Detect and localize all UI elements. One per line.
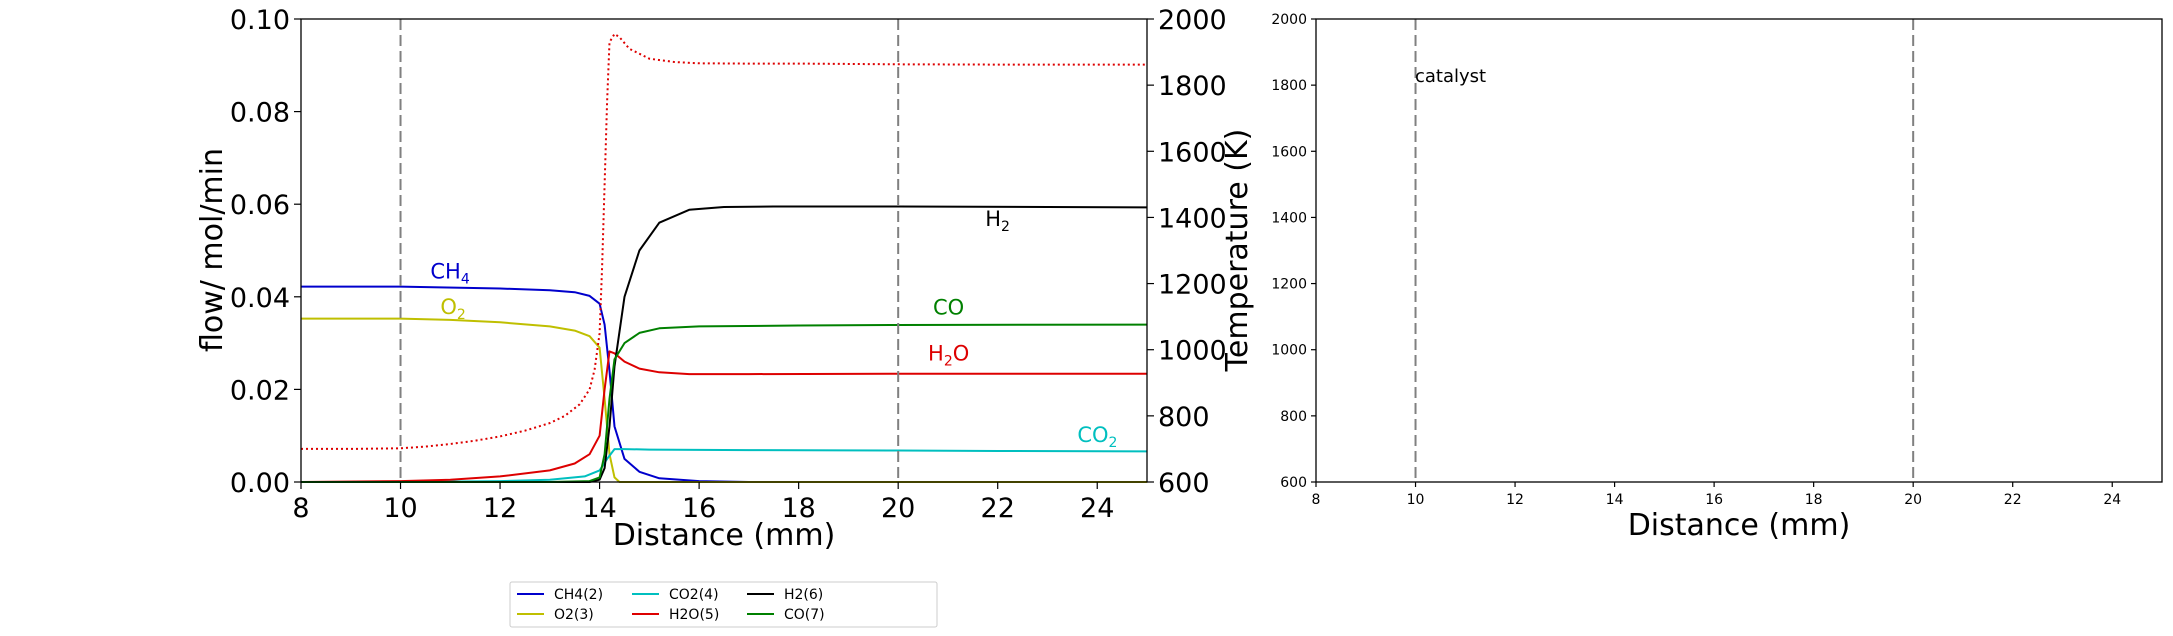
x-tick-label: 10 — [383, 493, 417, 524]
right-catalyst-lines — [1414, 19, 1915, 482]
right-x-axis-label: Distance (mm) — [1628, 508, 1851, 543]
legend-label: CH4(2) — [554, 587, 603, 603]
legend: CH4(2) O2(3) CO2(4) H2O(5) H2(6) CO(7) — [509, 581, 938, 628]
left-x-axis-label: Distance (mm) — [613, 518, 836, 553]
y-tick-label: 0.08 — [230, 98, 290, 129]
left-species-annotations: CH4 O2 H2 CO H2O CO2 — [430, 207, 1117, 451]
y2-tick-label: 1000 — [1158, 336, 1227, 367]
legend-box — [509, 581, 938, 628]
y-tick-label: 0.02 — [230, 375, 290, 406]
x-tick-label: 18 — [1805, 492, 1823, 508]
legend-item-ch4-2: CH4(2) — [517, 587, 603, 603]
y-tick-label: 0.06 — [230, 190, 290, 221]
y-tick-label: 1000 — [1271, 343, 1307, 359]
series-line-co2-4 — [301, 448, 1148, 483]
x-tick-label: 22 — [2004, 492, 2022, 508]
catalyst-temperature-chart: 8 10 12 14 16 18 20 22 24 600 800 1000 1200 1400 1600… — [1271, 12, 2163, 543]
y-tick-label: 1800 — [1271, 78, 1307, 94]
x-tick-label: 20 — [1904, 492, 1922, 508]
y2-tick-label: 800 — [1158, 402, 1210, 433]
left-y-ticks: 0.00 0.02 0.04 0.06 0.08 0.10 — [230, 5, 301, 499]
right-plot-frame — [1315, 18, 2163, 483]
y2-tick-label: 600 — [1158, 468, 1210, 499]
series-line-o2-3 — [301, 317, 1147, 483]
x-tick-label: 14 — [582, 493, 616, 524]
left-x-ticks: 8 10 12 14 16 18 20 22 24 — [292, 482, 1114, 524]
x-tick-label: 18 — [781, 493, 815, 524]
x-tick-label: 20 — [881, 493, 915, 524]
x-tick-label: 14 — [1606, 492, 1624, 508]
x-tick-label: 16 — [1705, 492, 1723, 508]
right-y-axis-label: Temperature (K) — [1220, 129, 1255, 373]
y-tick-label: 1400 — [1271, 210, 1307, 226]
right-x-ticks: 8 10 12 14 16 18 20 22 24 — [1312, 482, 2121, 508]
y-tick-label: 1600 — [1271, 144, 1307, 160]
x-tick-label: 16 — [682, 493, 716, 524]
annotation-ch4: CH4 — [430, 259, 469, 287]
left-catalyst-lines — [399, 19, 900, 482]
x-tick-label: 8 — [1312, 492, 1321, 508]
y-tick-label: 0.00 — [230, 468, 290, 499]
legend-item-h2-6: H2(6) — [747, 587, 823, 603]
legend-items: CH4(2) O2(3) CO2(4) H2O(5) H2(6) CO(7) — [517, 587, 825, 623]
flow-temperature-chart: 8 10 12 14 16 18 20 22 24 0.000.020.040.060.080.… — [195, 5, 1255, 553]
x-tick-label: 12 — [1506, 492, 1524, 508]
x-tick-label: 10 — [1407, 492, 1425, 508]
y-tick-label: 0.10 — [230, 5, 290, 36]
x-tick-label: 8 — [292, 493, 309, 524]
legend-item-h2o-5: H2O(5) — [632, 607, 719, 623]
legend-label: H2O(5) — [669, 607, 719, 623]
annotation-h2o: H2O — [928, 342, 969, 370]
legend-label: CO(7) — [784, 607, 825, 623]
x-tick-label: 12 — [483, 493, 517, 524]
y2-tick-label: 1400 — [1158, 203, 1227, 234]
y-tick-label: 600 — [1280, 475, 1307, 491]
y-tick-label: 2000 — [1271, 12, 1307, 28]
legend-label: H2(6) — [784, 587, 823, 603]
y-tick-label: 1200 — [1271, 277, 1307, 293]
y2-tick-label: 1600 — [1158, 137, 1227, 168]
annotation-h2: H2 — [985, 207, 1010, 235]
catalyst-label: catalyst — [1415, 66, 1486, 87]
x-tick-label: 22 — [981, 493, 1015, 524]
right-y-ticks: 600 800 1000 1200 1400 1600 1800 2000 — [1271, 12, 1316, 491]
series-line-ch4-2 — [301, 285, 1147, 483]
x-tick-label: 24 — [2103, 492, 2121, 508]
y2-tick-label: 1800 — [1158, 71, 1227, 102]
left-y-axis-label: flow/ mol/min — [195, 148, 230, 352]
y-tick-label: 0.04 — [230, 283, 290, 314]
annotation-o2: O2 — [440, 295, 465, 323]
y2-tick-label: 2000 — [1158, 5, 1227, 36]
legend-item-o2-3: O2(3) — [517, 607, 594, 623]
left-plot-frame — [300, 18, 1148, 483]
series-line-h2o-5 — [300, 350, 1147, 483]
y-tick-label: 800 — [1280, 409, 1307, 425]
legend-label: O2(3) — [554, 607, 594, 623]
left-series-group — [300, 32, 1148, 483]
legend-label: CO2(4) — [669, 587, 719, 603]
legend-item-co-7: CO(7) — [747, 607, 825, 623]
left-y2-ticks: 600 800 1000 1200 1400 1600 1800 2000 — [1147, 5, 1227, 499]
annotation-co: CO — [933, 295, 964, 319]
legend-item-co2-4: CO2(4) — [632, 587, 719, 603]
annotation-co2: CO2 — [1077, 423, 1117, 451]
y2-tick-label: 1200 — [1158, 270, 1227, 301]
x-tick-label: 24 — [1080, 493, 1114, 524]
series-line-temperature — [301, 32, 1147, 450]
